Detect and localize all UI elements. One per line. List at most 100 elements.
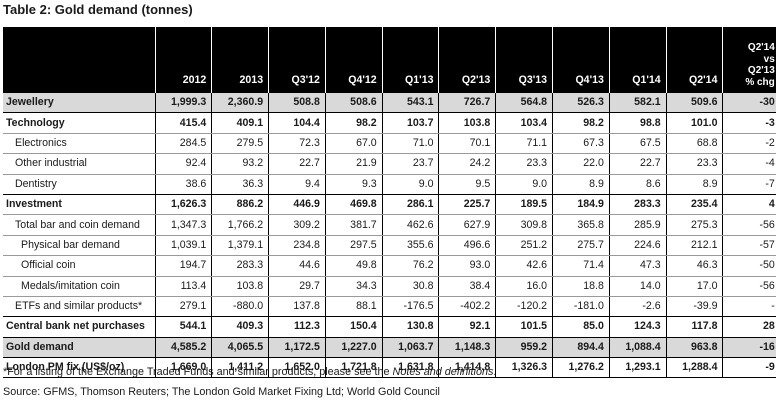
table-cell: -181.0 [552, 296, 610, 318]
table-cell: 496.6 [438, 235, 496, 257]
table-cell: 285.9 [608, 214, 667, 236]
table-cell: 1,172.5 [268, 337, 326, 359]
table-cell: 194.7 [154, 255, 212, 277]
table-cell: 1,088.4 [608, 337, 667, 359]
table-row: Official coin 194.7 283.3 44.6 49.8 76.2 93.0 4… [3, 255, 776, 277]
table-cell: 462.6 [381, 214, 439, 236]
table-cell: 9.5 [438, 174, 496, 195]
footnote-end: . [493, 366, 497, 378]
table-cell: 30.8 [381, 276, 439, 297]
table-cell: 93.0 [438, 255, 496, 277]
table-cell: 28 [722, 316, 776, 338]
table-cell: 18.8 [552, 276, 610, 297]
header-cell: Q4'12 [324, 27, 383, 93]
table-cell: 101.0 [665, 112, 723, 134]
table-cell: 526.3 [552, 91, 610, 114]
table-cell: 70.1 [438, 133, 496, 155]
table-cell: 67.0 [324, 133, 383, 155]
table-row: Technology 415.4 409.1 104.4 98.2 103.7 103.8 1… [3, 112, 776, 134]
table-cell: -4 [722, 153, 776, 175]
table-cell: 409.1 [211, 112, 269, 134]
table-cell: 22.7 [268, 153, 326, 175]
table-cell: -176.5 [381, 296, 439, 318]
table-cell: 1,414.8 [438, 357, 496, 379]
table-cell: 365.8 [552, 214, 610, 236]
table-cell: 509.6 [665, 91, 723, 114]
table-cell: 103.8 [438, 112, 496, 134]
table-cell: 283.3 [608, 194, 667, 216]
table-cell: 275.3 [665, 214, 723, 236]
row-label: Investment [3, 194, 155, 216]
table-cell: -880.0 [211, 296, 269, 318]
table-row: Investment 1,626.3 886.2 446.9 469.8 286.1 225… [3, 194, 776, 216]
table-cell: -56 [722, 214, 776, 236]
row-label: Physical bar demand [3, 235, 155, 257]
table-cell: 103.4 [495, 112, 553, 134]
table-cell: 1,626.3 [154, 194, 212, 216]
table-cell: 85.0 [552, 316, 610, 338]
table-cell: 1,631.8 [381, 357, 439, 379]
row-label: Jewellery [3, 91, 155, 114]
row-label: London PM fix (US$/oz) [3, 357, 155, 379]
table-cell: 224.6 [608, 235, 667, 257]
table-cell: 1,326.3 [495, 357, 553, 379]
table-cell: 29.7 [268, 276, 326, 297]
table-cell: -120.2 [495, 296, 553, 318]
row-label: Dentistry [3, 174, 155, 195]
table-row: Physical bar demand 1,039.1 1,379.1 234.8 29… [3, 235, 776, 257]
table-cell: -30 [722, 91, 776, 114]
table-cell: 14.0 [608, 276, 667, 297]
table-cell: 9.0 [381, 174, 439, 195]
table-cell: 1,276.2 [552, 357, 610, 379]
table-cell: 1,148.3 [438, 337, 496, 359]
table-cell: 38.6 [154, 174, 212, 195]
row-label: Medals/imitation coin [3, 276, 155, 297]
table-cell: 71.4 [552, 255, 610, 277]
table-cell: 1,063.7 [381, 337, 439, 359]
row-label: ETFs and similar products* [3, 296, 155, 318]
header-cell: 2012 [154, 27, 212, 93]
table-cell: 279.1 [154, 296, 212, 318]
table-cell: 963.8 [665, 337, 723, 359]
header-change-line: Q2'13 [747, 65, 775, 76]
table-cell: 415.4 [154, 112, 212, 134]
table-cell: -50 [722, 255, 776, 277]
table-cell: -9 [722, 357, 776, 379]
table-row: Gold demand 4,585.2 4,065.5 1,172.5 1,227.0 1… [3, 337, 776, 359]
table-cell: 184.9 [552, 194, 610, 216]
table-cell: 446.9 [268, 194, 326, 216]
table-row: Total bar and coin demand 1,347.3 1,766.2 3… [3, 214, 776, 236]
table-cell: 283.3 [211, 255, 269, 277]
footnote: *For a listing of the Exchange Traded Fu… [3, 366, 496, 378]
table-cell: 98.2 [324, 112, 383, 134]
table-row: London PM fix (US$/oz) 1,669.0 1,411.2 1,65… [3, 357, 776, 379]
table-row: Medals/imitation coin 113.4 103.8 29.7 34.3 3… [3, 276, 776, 297]
notes-definitions-link[interactable]: Notes and definitions [392, 366, 494, 378]
table-cell: 275.7 [552, 235, 610, 257]
footnote-text: *For a listing of the Exchange Traded Fu… [3, 366, 393, 378]
table-cell: 1,411.2 [211, 357, 269, 379]
table-cell: 1,293.1 [608, 357, 667, 379]
table-cell: 381.7 [324, 214, 383, 236]
table-cell: 8.9 [665, 174, 723, 195]
table-cell: 309.8 [495, 214, 553, 236]
table-cell: 234.8 [268, 235, 326, 257]
table-cell: 93.2 [211, 153, 269, 175]
table-cell: 22.0 [552, 153, 610, 175]
header-cell: Q3'13 [495, 27, 553, 93]
table-cell: 297.5 [324, 235, 383, 257]
table-cell: -402.2 [438, 296, 496, 318]
table-cell: 726.7 [438, 91, 496, 114]
table-cell: 88.1 [324, 296, 383, 318]
row-label: Central bank net purchases [3, 316, 155, 338]
table-cell: 8.6 [608, 174, 667, 195]
table-cell: 2,360.9 [211, 91, 269, 114]
row-label: Gold demand [3, 337, 155, 359]
table-cell: 1,766.2 [211, 214, 269, 236]
table-cell: 564.8 [495, 91, 553, 114]
table-cell: 251.2 [495, 235, 553, 257]
table-cell: 68.8 [665, 133, 723, 155]
table-cell: 42.6 [495, 255, 553, 277]
table-row: Dentistry 38.6 36.3 9.4 9.3 9.0 9.5 9.0 8.9 8.6 8.… [3, 174, 776, 195]
table-cell: 8.9 [552, 174, 610, 195]
